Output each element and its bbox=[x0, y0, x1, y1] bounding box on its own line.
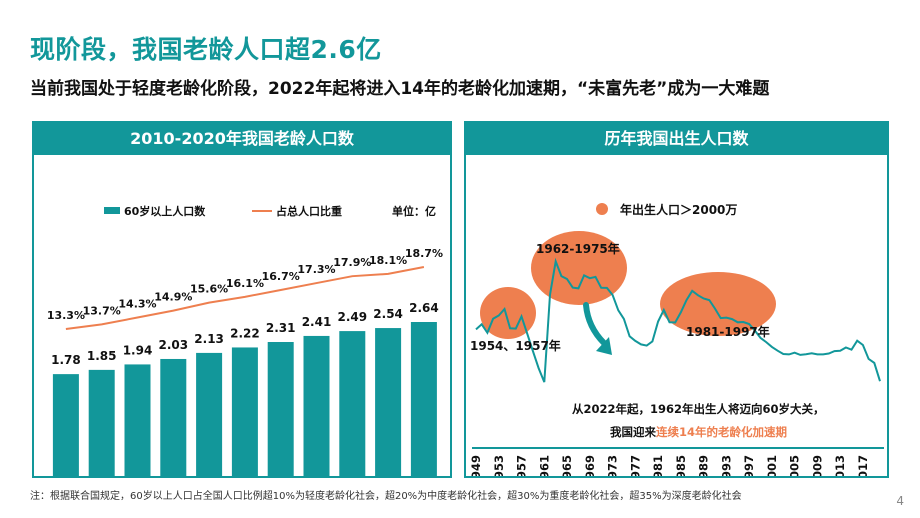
bar-value-label: 1.85 bbox=[87, 349, 117, 363]
highlight-label: 1954、1957年 bbox=[470, 338, 561, 353]
x-tick-label: 1961 bbox=[537, 455, 551, 476]
bar-value-label: 2.22 bbox=[230, 326, 260, 340]
x-tick-label: 1953 bbox=[492, 455, 506, 476]
down-arrow-icon bbox=[583, 302, 612, 355]
x-tick-label: 1949 bbox=[469, 455, 483, 476]
share-value-label: 13.3% bbox=[47, 309, 85, 322]
bar bbox=[52, 374, 79, 482]
aging-population-chart: 60岁以上人口数 占总人口比重 单位：亿 1.7820101.8520111.9… bbox=[44, 204, 443, 508]
bar bbox=[375, 328, 402, 482]
legend-bar-swatch bbox=[104, 207, 120, 214]
birth-line bbox=[475, 257, 881, 383]
bar-value-label: 2.13 bbox=[194, 332, 224, 346]
x-tick-label: 1981 bbox=[651, 455, 665, 476]
bar-value-label: 2.03 bbox=[158, 338, 188, 352]
legend-bar-label: 60岁以上人口数 bbox=[124, 204, 206, 218]
footnote: 注：根据联合国规定，60岁以上人口占全国人口比例超10%为轻度老龄化社会，超20… bbox=[30, 491, 742, 502]
bar-value-label: 2.49 bbox=[337, 310, 367, 324]
share-value-label: 16.1% bbox=[226, 277, 264, 290]
x-axis-band bbox=[472, 447, 884, 449]
share-value-label: 16.7% bbox=[262, 270, 300, 283]
share-value-label: 15.6% bbox=[190, 283, 228, 296]
x-tick-label: 2005 bbox=[788, 455, 802, 476]
highlight-ellipse bbox=[531, 231, 627, 305]
share-value-label: 14.3% bbox=[118, 298, 156, 311]
share-value-label: 13.7% bbox=[83, 304, 121, 317]
birth-chart-title: 历年我国出生人口数 bbox=[466, 123, 887, 155]
aging-population-panel: 2010-2020年我国老龄人口数 60岁以上人口数 占总人口比重 单位：亿 1… bbox=[32, 121, 452, 508]
share-value-label: 18.7% bbox=[405, 247, 443, 260]
x-tick-label: 1993 bbox=[719, 455, 733, 476]
share-value-label: 17.9% bbox=[333, 256, 371, 269]
highlight-ellipse bbox=[660, 272, 776, 336]
x-tick-label: 1977 bbox=[628, 455, 642, 476]
bar-value-label: 1.94 bbox=[123, 343, 153, 357]
bar-value-label: 2.41 bbox=[302, 315, 332, 329]
annotation-prefix: 我国迎来 bbox=[610, 425, 656, 439]
legend-dot bbox=[596, 203, 608, 215]
birth-population-panel: 历年我国出生人口数 年出生人口＞2000万 1954、1957年 1962-197… bbox=[464, 121, 889, 487]
birth-population-chart: 年出生人口＞2000万 1954、1957年 1962-1975年 1981-199… bbox=[469, 202, 884, 487]
bar bbox=[88, 369, 115, 482]
highlight-label: 1962-1975年 bbox=[536, 241, 620, 256]
x-tick-label: 2017 bbox=[856, 455, 870, 476]
bar bbox=[303, 335, 330, 482]
share-value-label: 14.9% bbox=[154, 291, 192, 304]
aging-chart-title: 2010-2020年我国老龄人口数 bbox=[34, 123, 450, 155]
slide-subtitle: 当前我国处于轻度老龄化阶段，2022年起将进入14年的老龄化加速期，“未富先老”… bbox=[30, 79, 770, 99]
highlight-ellipse bbox=[480, 287, 536, 339]
x-tick-label: 1969 bbox=[583, 455, 597, 476]
legend-label: 年出生人口＞2000万 bbox=[620, 202, 737, 217]
x-tick-label: 1973 bbox=[606, 455, 620, 476]
bar bbox=[267, 342, 294, 482]
bar-value-label: 2.54 bbox=[373, 307, 403, 321]
share-line bbox=[65, 266, 425, 330]
slide-title: 现阶段，我国老龄人口超2.6亿 bbox=[30, 35, 382, 64]
bar bbox=[410, 322, 437, 482]
unit-label: 单位：亿 bbox=[392, 204, 436, 218]
x-tick-label: 1989 bbox=[697, 455, 711, 476]
bar bbox=[339, 331, 366, 482]
share-value-label: 17.3% bbox=[297, 263, 335, 276]
highlight-label: 1981-1997年 bbox=[686, 324, 770, 339]
x-tick-label: 1965 bbox=[560, 455, 574, 476]
page-number: 4 bbox=[896, 494, 904, 508]
bar-value-label: 2.64 bbox=[409, 301, 439, 315]
x-tick-label: 2013 bbox=[833, 455, 847, 476]
share-value-label: 18.1% bbox=[369, 254, 407, 267]
x-tick-label: 1997 bbox=[742, 455, 756, 476]
bar bbox=[160, 358, 187, 482]
bar-value-label: 2.31 bbox=[266, 321, 296, 335]
bar bbox=[196, 352, 223, 482]
x-tick-label: 1957 bbox=[515, 455, 529, 476]
annotation-line-1: 从2022年起，1962年出生人将迈向60岁大关， bbox=[572, 402, 825, 416]
x-tick-label: 1985 bbox=[674, 455, 688, 476]
bar bbox=[124, 364, 151, 482]
legend-line-label: 占总人口比重 bbox=[276, 204, 342, 218]
x-tick-label: 2001 bbox=[765, 455, 779, 476]
annotation-line-2: 我国迎来连续14年的老龄化加速期 bbox=[610, 425, 787, 439]
bar bbox=[231, 347, 258, 482]
bar-value-label: 1.78 bbox=[51, 353, 81, 367]
annotation-highlight: 连续14年的老龄化加速期 bbox=[656, 425, 787, 439]
x-tick-label: 2009 bbox=[810, 455, 824, 476]
